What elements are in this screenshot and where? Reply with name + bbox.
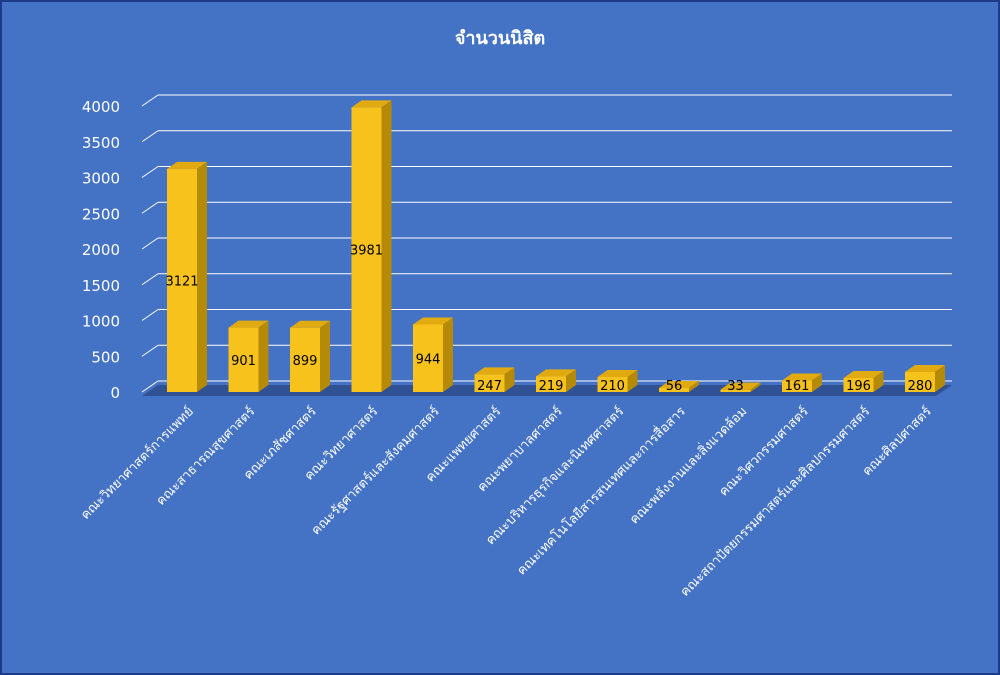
data-label: 247 (477, 379, 502, 394)
chart-title: จำนวนนิสิต (455, 28, 545, 49)
bar-front (597, 376, 628, 392)
bar-top (659, 380, 699, 388)
bar (720, 382, 761, 392)
bar-top (597, 369, 638, 377)
bar-side (873, 370, 884, 392)
bar-side (381, 100, 392, 393)
bar (474, 367, 515, 392)
bar-front (536, 376, 566, 392)
data-label: 280 (908, 379, 933, 394)
data-label: 944 (416, 352, 441, 367)
y-tick-label: 3500 (82, 134, 120, 152)
y-tick-label: 500 (91, 348, 120, 366)
bar-top (167, 161, 207, 169)
bar-side (812, 373, 822, 392)
bar-side (689, 380, 699, 392)
bar (782, 373, 822, 392)
bar-front (905, 371, 935, 392)
data-label: 33 (727, 379, 744, 394)
bar-front (290, 327, 320, 392)
bar (905, 364, 945, 392)
bar-side (197, 161, 207, 392)
bar (167, 161, 207, 392)
bar-top (413, 317, 453, 325)
x-category-label: คณะวิทยาศาสตร์การแพทย์ (78, 404, 197, 523)
bar (351, 100, 392, 393)
bars (167, 100, 945, 393)
gridline-diagonal (141, 94, 159, 107)
bar-side (258, 320, 269, 392)
bar-top (720, 382, 761, 390)
gridline-diagonal (141, 201, 159, 214)
data-label: 210 (600, 379, 625, 394)
gridlines (141, 94, 952, 393)
bar-front (413, 324, 443, 392)
bar-side (320, 320, 330, 392)
bar-front (782, 380, 812, 392)
gridline-diagonal (141, 380, 159, 393)
bar (843, 370, 884, 392)
data-labels: 3121 901 899 3981 944 247 219 210 56 33 161 196 280 (165, 244, 932, 394)
y-tick-label: 1500 (82, 277, 120, 295)
data-label: 219 (539, 379, 564, 394)
bar (659, 380, 699, 392)
data-label: 899 (293, 354, 318, 369)
data-label: 196 (846, 379, 871, 394)
data-label: 161 (785, 379, 810, 394)
bar-front (659, 387, 689, 392)
data-label: 3981 (350, 244, 383, 259)
bar-top (843, 370, 884, 378)
x-category-label: คณะพลังงานและสิ่งแวดล้อม (626, 403, 751, 528)
x-axis-categories: คณะวิทยาศาสตร์การแพทย์คณะสาธารณสุขศาสตร์… (78, 403, 935, 600)
bar-side (750, 382, 761, 392)
bar-front (843, 377, 874, 392)
bar-top (536, 369, 576, 377)
bar (290, 320, 330, 392)
bar-front (228, 327, 259, 392)
bar-top (474, 367, 515, 375)
data-label: 56 (666, 379, 683, 394)
y-tick-label: 2500 (82, 205, 120, 223)
data-label: 901 (231, 354, 256, 369)
bar-front (351, 107, 382, 393)
y-tick-label: 3000 (82, 170, 120, 188)
x-category-label: คณะสาธารณสุขศาสตร์ (153, 404, 258, 509)
bar-front (474, 374, 505, 392)
y-tick-label: 1000 (82, 313, 120, 331)
data-label: 3121 (165, 274, 198, 289)
bar-front (167, 168, 197, 392)
bar-side (935, 364, 945, 392)
bar (228, 320, 269, 392)
y-tick-label: 4000 (82, 98, 120, 116)
gridline-diagonal (141, 166, 159, 178)
y-tick-label: 0 (110, 384, 120, 402)
gridline-diagonal (141, 237, 159, 250)
x-category-label: คณะรัฐศาสตร์และสังคมศาสตร์ (308, 404, 443, 539)
gridline-diagonal (141, 130, 159, 143)
gridline-diagonal (141, 273, 159, 286)
gridline-diagonal (141, 309, 159, 321)
y-axis: 0 500 1000 1500 2000 2500 3000 3500 4000 (82, 98, 120, 402)
bar-top (290, 320, 330, 328)
bar-front (720, 389, 751, 392)
bar-top (351, 100, 392, 108)
y-tick-label: 2000 (82, 241, 120, 259)
bar (413, 317, 453, 392)
bar (536, 369, 576, 392)
bar-top (905, 364, 945, 372)
bar (597, 369, 638, 392)
gridline-diagonal (141, 344, 159, 357)
bar-side (504, 367, 515, 392)
bar-side (443, 317, 453, 392)
bar-top (228, 320, 269, 328)
bar-side (627, 369, 638, 392)
bar-top (782, 373, 822, 381)
bar-side (566, 369, 576, 392)
